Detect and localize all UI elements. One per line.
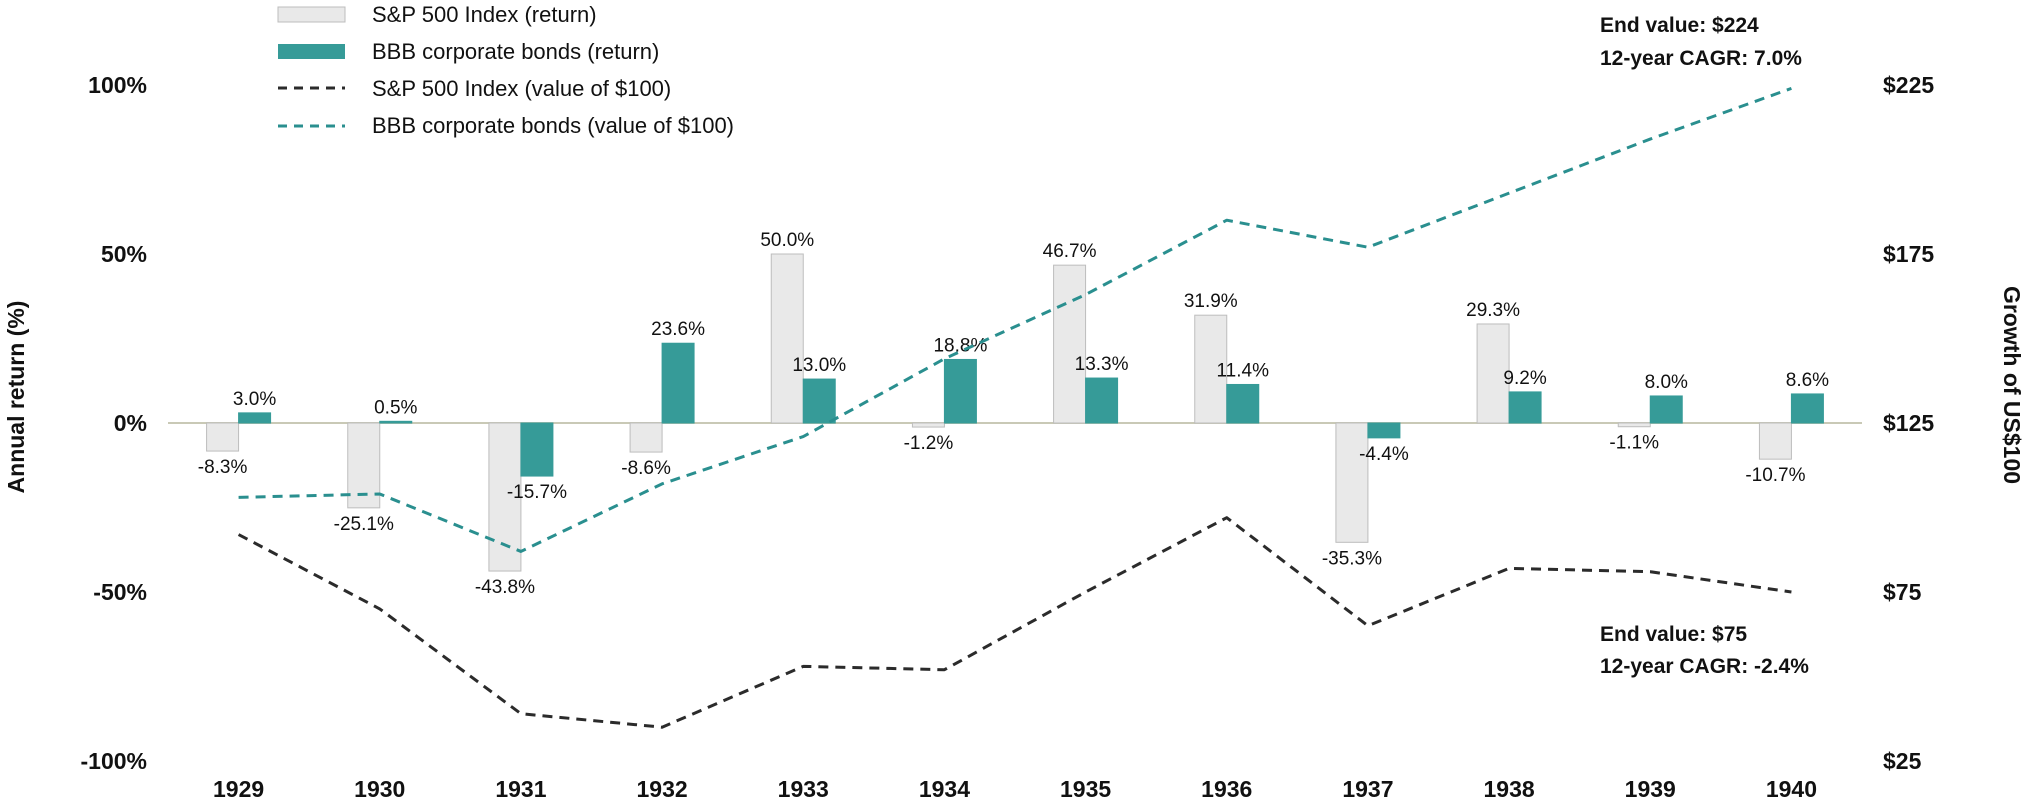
legend: S&P 500 Index (return) BBB corporate bon…: [277, 2, 734, 138]
x-tick-label: 1937: [1342, 776, 1393, 802]
bonds-data-label: 3.0%: [233, 389, 276, 410]
bonds-bar: [802, 378, 836, 424]
bonds-bar: [1649, 395, 1683, 424]
bonds-bar: [520, 422, 554, 477]
x-tick-label: 1934: [919, 776, 970, 802]
sp500-cagr-text: 12-year CAGR: -2.4%: [1600, 655, 1809, 678]
right-axis-ticks: $225 $175 $125 $75 $25: [1883, 72, 1934, 774]
x-tick-label: 1930: [354, 776, 405, 802]
sp500-bar: [1194, 314, 1228, 424]
bonds-data-label: 13.3%: [1075, 354, 1129, 375]
bonds-bar: [661, 342, 695, 424]
sp500-value-line: [237, 516, 1792, 729]
x-tick-label: 1940: [1766, 776, 1817, 802]
sp500-end-annotation: End value: $75 12-year CAGR: -2.4%: [1600, 623, 1809, 678]
bonds-data-label: 0.5%: [374, 397, 417, 418]
bonds-bar: [238, 412, 272, 424]
right-tick-label: $75: [1883, 579, 1922, 605]
left-tick-label: -50%: [93, 579, 147, 605]
sp500-data-label: -35.3%: [1322, 548, 1382, 569]
legend-item-bonds-value: BBB corporate bonds (value of $100): [278, 113, 734, 138]
sp500-data-label: 29.3%: [1466, 300, 1520, 321]
bonds-data-label: 23.6%: [651, 319, 705, 340]
left-axis-title: Annual return (%): [3, 301, 29, 494]
sp500-data-label: -25.1%: [334, 514, 394, 535]
left-tick-label: -100%: [81, 748, 147, 774]
legend-item-sp500-value: S&P 500 Index (value of $100): [278, 76, 671, 101]
legend-swatch-bonds-return: [278, 44, 345, 59]
sp500-data-label: -10.7%: [1745, 465, 1805, 486]
right-tick-label: $225: [1883, 72, 1934, 98]
legend-label-sp500-return: S&P 500 Index (return): [372, 2, 597, 27]
sp500-bar: [1335, 422, 1369, 543]
left-tick-label: 50%: [101, 241, 147, 267]
bonds-bar: [1367, 422, 1401, 439]
bonds-end-value-text: End value: $224: [1600, 14, 1759, 37]
bonds-cagr-text: 12-year CAGR: 7.0%: [1600, 47, 1802, 70]
sp500-bar: [1617, 422, 1651, 428]
sp500-data-label: 46.7%: [1043, 241, 1097, 262]
sp500-bar: [911, 422, 945, 428]
bonds-bar: [1085, 377, 1119, 424]
sp500-data-label: -43.8%: [475, 577, 535, 598]
x-tick-label: 1933: [778, 776, 829, 802]
x-tick-label: 1931: [495, 776, 546, 802]
plot-area: -8.3% -25.1% -43.8% -8.6% 50.0% -1.2% 46.7% 31.…: [168, 86, 1862, 802]
sp500-bar: [1476, 323, 1510, 424]
right-tick-label: $175: [1883, 241, 1934, 267]
sp500-bar: [770, 253, 804, 424]
bonds-data-label: -15.7%: [507, 482, 567, 503]
sp500-bar: [629, 422, 663, 453]
legend-item-bonds-return: BBB corporate bonds (return): [278, 39, 659, 64]
sp500-data-label: -1.2%: [904, 433, 954, 454]
x-tick-label: 1935: [1060, 776, 1111, 802]
bonds-data-label: 11.4%: [1217, 360, 1270, 381]
right-tick-label: $125: [1883, 410, 1934, 436]
right-tick-label: $25: [1883, 748, 1922, 774]
sp500-bar: [206, 422, 240, 452]
bonds-data-label: 18.8%: [933, 335, 987, 356]
legend-label-bonds-return: BBB corporate bonds (return): [372, 39, 659, 64]
x-tick-label: 1939: [1625, 776, 1676, 802]
right-axis-title: Growth of US$100: [1999, 286, 2025, 484]
sp500-data-label: -8.6%: [621, 458, 671, 479]
legend-label-sp500-value: S&P 500 Index (value of $100): [372, 76, 671, 101]
bonds-data-label: 8.0%: [1645, 372, 1688, 393]
bonds-data-label: -4.4%: [1359, 444, 1409, 465]
bonds-data-label: 8.6%: [1786, 370, 1829, 391]
left-tick-label: 0%: [114, 410, 147, 436]
bonds-bar: [1226, 383, 1260, 424]
legend-swatch-sp500-return: [277, 6, 346, 23]
legend-label-bonds-value: BBB corporate bonds (value of $100): [372, 113, 734, 138]
left-tick-label: 100%: [88, 72, 147, 98]
sp500-data-label: 31.9%: [1184, 291, 1238, 312]
x-tick-label: 1932: [636, 776, 687, 802]
sp500-data-label: -8.3%: [198, 457, 248, 478]
x-tick-label: 1929: [213, 776, 264, 802]
bonds-bar: [1508, 391, 1542, 424]
bonds-bar: [943, 358, 977, 424]
x-tick-label: 1936: [1201, 776, 1252, 802]
sp500-data-label: -1.1%: [1609, 433, 1659, 454]
sp500-bar: [1758, 422, 1792, 460]
bonds-bar: [379, 420, 413, 424]
legend-item-sp500-return: S&P 500 Index (return): [277, 2, 597, 27]
sp500-bar: [1053, 264, 1087, 424]
sp500-data-label: 50.0%: [760, 230, 814, 251]
bonds-end-annotation: End value: $224 12-year CAGR: 7.0%: [1600, 14, 1802, 70]
sp500-end-value-text: End value: $75: [1600, 623, 1747, 646]
x-tick-label: 1938: [1483, 776, 1534, 802]
bonds-data-label: 9.2%: [1503, 368, 1546, 389]
bonds-value-line: [238, 86, 1792, 553]
bonds-bar: [1790, 393, 1824, 424]
left-axis-ticks: 100% 50% 0% -50% -100%: [81, 72, 147, 774]
bonds-data-label: 13.0%: [792, 355, 846, 376]
